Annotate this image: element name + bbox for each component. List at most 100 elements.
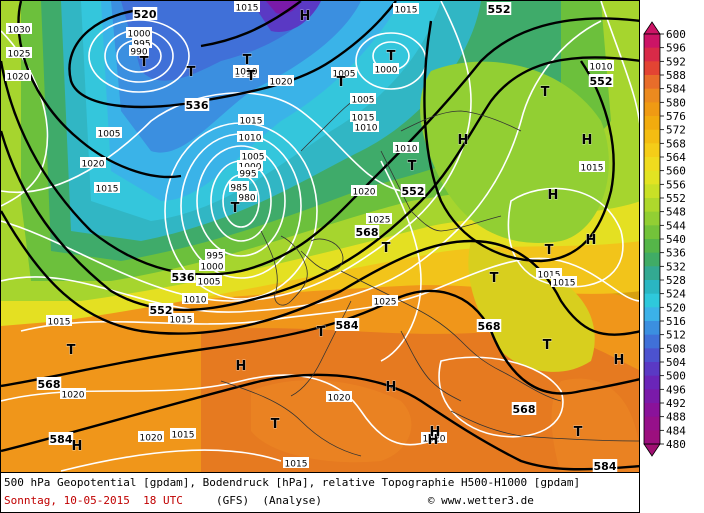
legend-swatch <box>644 129 660 144</box>
map-svg: 1030102510201000995990101510101020100510… <box>1 1 639 472</box>
legend-tick-label: 556 <box>666 178 686 191</box>
isobars <box>1 1 639 472</box>
isobar-label: 1000 <box>201 263 224 273</box>
legend-swatch <box>644 116 660 131</box>
geopotential-label: 536 <box>186 99 209 112</box>
geo-label-bg <box>400 184 426 197</box>
isobar-label-bg <box>237 191 257 202</box>
legend-swatch <box>644 239 660 254</box>
isobar-label-bg <box>283 457 309 468</box>
isobar-label: 1010 <box>184 296 207 306</box>
geo-label-bg <box>354 225 380 238</box>
isobar-label: 1030 <box>8 26 31 36</box>
legend-swatch <box>644 61 660 76</box>
color-legend: 600 596 592 588 584 580 576 572 568 564 560 556 552 5… <box>640 0 704 473</box>
isobar-label-bg <box>326 391 352 402</box>
high-pressure-marker: H <box>386 380 397 395</box>
legend-swatch <box>644 430 660 445</box>
low-pressure-marker: T <box>543 338 552 353</box>
legend-tick-label: 480 <box>666 438 686 451</box>
geo-label-bg <box>511 402 537 415</box>
isobar-label-bg <box>536 268 562 279</box>
isobar-label-bg <box>372 295 398 306</box>
isobar-label-bg <box>238 114 264 125</box>
low-pressure-marker: T <box>541 85 550 100</box>
legend-tick-label: 528 <box>666 274 686 287</box>
legend-swatch <box>644 266 660 281</box>
isobar-label: 1015 <box>553 279 576 289</box>
legend-swatch <box>644 88 660 103</box>
legend-tick-label: 572 <box>666 124 686 137</box>
legend-swatch <box>644 280 660 295</box>
map-description: 500 hPa Geopotential [gpdam], Bodendruck… <box>4 476 581 489</box>
isobar-label: 980 <box>238 194 255 204</box>
isobar-label: 1025 <box>374 298 397 308</box>
legend-swatch <box>644 307 660 322</box>
geopotential-label: 568 <box>356 226 379 239</box>
geo-label-bg <box>170 270 196 283</box>
isobar-label-bg <box>237 160 263 171</box>
map-footer: 500 hPa Geopotential [gpdam], Bodendruck… <box>0 473 640 513</box>
isobar-label-bg <box>94 182 120 193</box>
isobar-label: 1025 <box>368 216 391 226</box>
geo-label-bg <box>486 2 512 15</box>
isobar-label: 1020 <box>270 78 293 88</box>
legend-swatch <box>644 34 660 49</box>
low-pressure-marker: T <box>382 241 391 256</box>
legend-swatch <box>644 348 660 363</box>
isobar-label: 1015 <box>285 460 308 470</box>
model-label: (GFS) <box>215 494 250 507</box>
isobar-label-bg <box>6 23 32 34</box>
isobar-label-bg <box>60 388 86 399</box>
isobar-label: 1005 <box>242 153 265 163</box>
legend-tick-label: 592 <box>666 55 686 68</box>
geopotential-label: 568 <box>478 320 501 333</box>
high-pressure-marker: H <box>586 233 597 248</box>
legend-swatch <box>644 75 660 90</box>
legend-swatch <box>644 416 660 431</box>
legend-tick-label: 564 <box>666 151 686 164</box>
isobar-label-bg <box>373 63 399 74</box>
legend-tick-label: 544 <box>666 219 686 232</box>
high-pressure-marker: H <box>430 425 441 440</box>
isobar-label: 1020 <box>7 73 30 83</box>
isobar-label-bg <box>588 60 614 71</box>
isobar-label-bg <box>196 275 222 286</box>
geo-label-bg <box>184 98 210 111</box>
isobar-label: 1015 <box>236 4 259 14</box>
legend-swatch <box>644 389 660 404</box>
legend-swatch <box>644 362 660 377</box>
isobar-label-bg <box>393 142 419 153</box>
isobar-label: 1015 <box>240 117 263 127</box>
low-pressure-marker: T <box>490 271 499 286</box>
legend-tick-label: 512 <box>666 329 686 342</box>
isobar-label: 1015 <box>170 316 193 326</box>
high-pressure-marker: H <box>430 425 441 440</box>
geopotential-labels: 520 552 552 536 552 568 536 552 584 568 568 568 584 5… <box>36 2 618 472</box>
isobar-label-bg <box>579 161 605 172</box>
weather-map: 1030102510201000995990101510101020100510… <box>0 0 640 473</box>
legend-swatch <box>644 102 660 117</box>
isobar-label: 995 <box>133 40 150 50</box>
low-pressure-marker: T <box>67 343 76 358</box>
legend-tick-label: 524 <box>666 288 686 301</box>
legend-tick-label: 508 <box>666 342 686 355</box>
isobar-label-bg <box>331 67 357 78</box>
isobar-label: 1015 <box>538 271 561 281</box>
analysis-label: (Analyse) <box>262 494 322 507</box>
high-pressure-marker: H <box>614 353 625 368</box>
isobar-label: 1015 <box>352 114 375 124</box>
low-pressure-marker: T <box>574 425 583 440</box>
isobar-label: 1020 <box>82 160 105 170</box>
isobar-label: 995 <box>239 170 256 180</box>
isobar-label-bg <box>551 276 577 287</box>
isobar-label: 1025 <box>8 50 31 60</box>
isobar-label-bg <box>353 121 379 132</box>
isobar-label: 1005 <box>98 130 121 140</box>
isobar-label: 985 <box>230 184 247 194</box>
isobar-label-bg <box>132 37 152 48</box>
legend-swatch <box>644 293 660 308</box>
legend-swatch <box>644 47 660 62</box>
isobar-label-bg <box>46 315 72 326</box>
geopotential-label: 552 <box>150 304 173 317</box>
